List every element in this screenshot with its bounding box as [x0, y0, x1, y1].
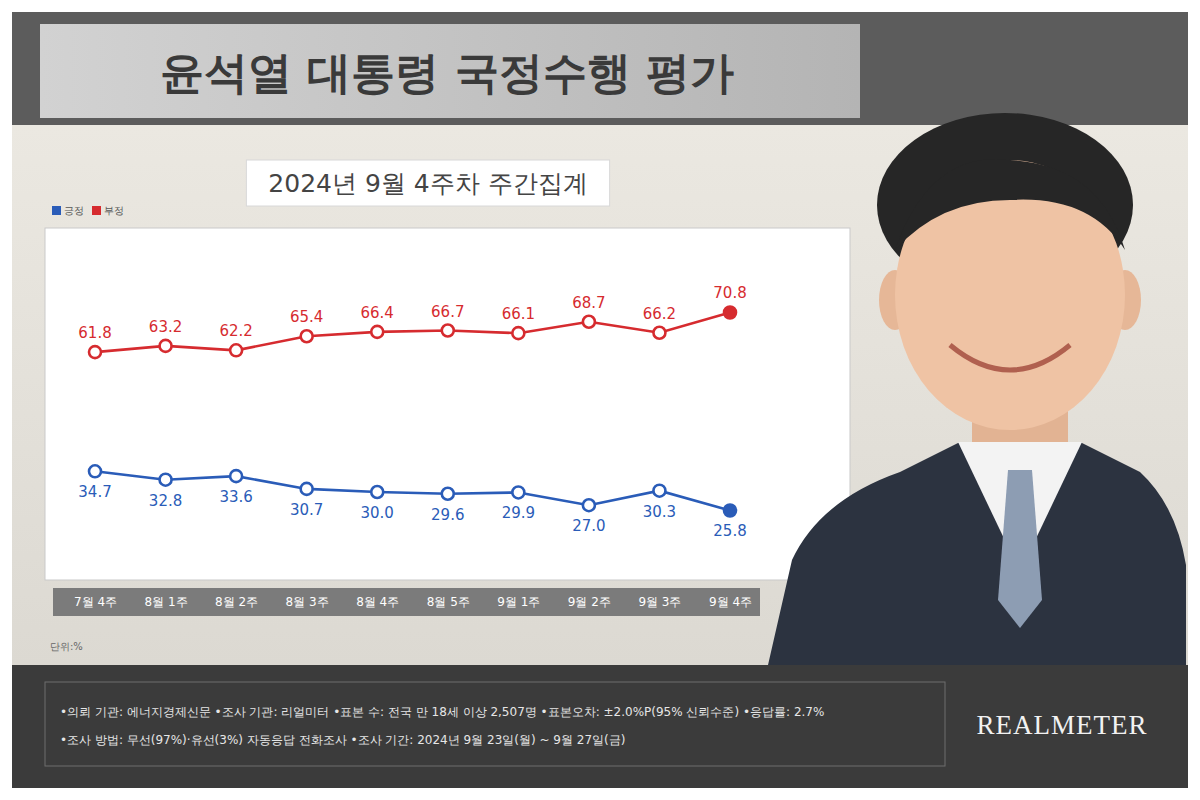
footer-band [12, 665, 1188, 788]
x-label-bar [53, 588, 760, 616]
data-label: 29.9 [502, 504, 535, 522]
x-tick-label: 7월 4주 [74, 595, 117, 609]
x-tick: 8월 4주 [356, 595, 399, 609]
portrait-face [895, 160, 1125, 430]
data-label: 29.6 [431, 506, 464, 524]
footer-text: •의뢰 기관: 에너지경제신문 •조사 기관: 리얼미터 •표본 수: 전국 만… [60, 705, 824, 719]
point [653, 327, 665, 339]
point [583, 316, 595, 328]
legend: 긍정 부정 [52, 205, 124, 216]
x-tick-label: 9월 2주 [568, 595, 611, 609]
point [583, 499, 595, 511]
series-line [95, 312, 730, 352]
point [724, 504, 736, 516]
point [301, 330, 313, 342]
point [230, 470, 242, 482]
card [12, 12, 1188, 788]
data-label: 65.4 [290, 308, 323, 326]
x-tick: 8월 3주 [286, 595, 329, 609]
data-label: 30.0 [361, 504, 394, 522]
title: 윤석열 대통령 국정수행 평가 [160, 47, 734, 98]
x-tick: 8월 1주 [145, 595, 188, 609]
point [512, 486, 524, 498]
legend-label: 긍정 [64, 205, 84, 216]
x-tick: 9월 4주 [709, 595, 752, 609]
point [371, 326, 383, 338]
data-label: 66.7 [431, 303, 464, 321]
x-tick: 9월 3주 [638, 595, 681, 609]
data-label: 66.1 [502, 305, 535, 323]
x-axis-line [96, 602, 731, 603]
data-label: 25.8 [713, 522, 746, 540]
x-tick-label: 8월 5주 [427, 595, 470, 609]
x-tick: 9월 2주 [568, 595, 611, 609]
x-tick: 9월 1주 [497, 595, 540, 609]
subtitle-bg [246, 160, 609, 206]
title-plate [40, 24, 860, 118]
portrait-fringe [895, 159, 1125, 250]
point [442, 488, 454, 500]
point [160, 474, 172, 486]
point [230, 344, 242, 356]
portrait-suit [768, 442, 1186, 665]
body-band [12, 125, 1188, 665]
data-label: 63.2 [149, 318, 182, 336]
x-tick-label: 8월 3주 [286, 595, 329, 609]
legend-swatch [52, 206, 61, 215]
annotation: 단위:% [50, 641, 83, 652]
data-label: 30.3 [643, 503, 676, 521]
point [89, 465, 101, 477]
data-label: 66.4 [361, 304, 394, 322]
portrait-tie [998, 470, 1042, 628]
data-label: 68.7 [572, 294, 605, 312]
x-tick-label: 8월 2주 [215, 595, 258, 609]
data-label: 27.0 [572, 517, 605, 535]
legend-label: 부정 [104, 205, 124, 216]
data-label: 32.8 [149, 492, 182, 510]
logo: REALMETER [977, 710, 1148, 740]
subtitle: 2024년 9월 4주차 주간집계 [268, 169, 587, 198]
point [160, 340, 172, 352]
plot-frame [45, 228, 850, 580]
x-tick: 7월 4주 [74, 595, 117, 609]
chart-svg: 윤석열 대통령 국정수행 평가 2024년 9월 4주차 주간집계 7월 4주 8월 … [0, 0, 1200, 800]
portrait [768, 113, 1186, 665]
point [442, 325, 454, 337]
x-tick: 8월 5주 [427, 595, 470, 609]
data-label: 62.2 [219, 322, 252, 340]
x-tick-label: 9월 4주 [709, 595, 752, 609]
data-label: 61.8 [78, 324, 111, 342]
x-tick-label: 9월 1주 [497, 595, 540, 609]
data-label: 34.7 [78, 483, 111, 501]
point [724, 306, 736, 318]
point [371, 486, 383, 498]
portrait-smile [950, 345, 1070, 370]
subtitle-box: 2024년 9월 4주차 주간집계 [246, 160, 609, 206]
x-tick-label: 9월 3주 [638, 595, 681, 609]
point [301, 483, 313, 495]
series-line [95, 471, 730, 510]
footer-text: •조사 방법: 무선(97%)·유선(3%) 자동응답 전화조사 •조사 기간:… [60, 733, 625, 747]
data-label: 33.6 [219, 488, 252, 506]
point [89, 346, 101, 358]
point [512, 327, 524, 339]
x-tick-label: 8월 4주 [356, 595, 399, 609]
data-label: 70.8 [713, 284, 746, 302]
point [653, 485, 665, 497]
x-axis: 7월 4주 8월 1주 8월 2주 8월 3주 8월 4주 8월 5주 9월 1주 9월 2주… [74, 595, 752, 609]
data-labels: 34.7 32.8 33.6 30.7 30.0 29.6 29.9 27.0 30.3 25.8… [78, 284, 746, 540]
legend-swatch [92, 206, 101, 215]
data-label: 30.7 [290, 501, 323, 519]
footer-box [45, 682, 945, 766]
x-tick-label: 8월 1주 [145, 595, 188, 609]
x-tick: 8월 2주 [215, 595, 258, 609]
marks [89, 306, 736, 516]
data-label: 66.2 [643, 305, 676, 323]
